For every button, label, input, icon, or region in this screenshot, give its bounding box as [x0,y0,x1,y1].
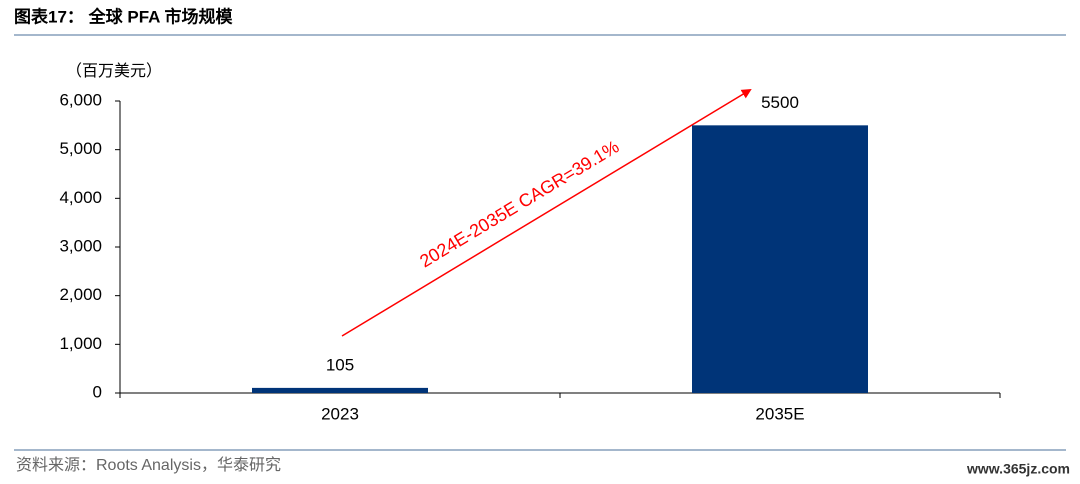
y-tick-label: 0 [93,382,102,401]
chart-title: 图表17： 全球 PFA 市场规模 [14,6,234,26]
y-tick-label: 4,000 [59,188,102,207]
annotation: 2024E-2035E CAGR=39.1% [416,136,622,271]
data-label: 105 [326,355,354,374]
y-axis-label: （百万美元） [66,62,162,80]
bar [692,125,868,393]
source: 资料来源：Roots Analysis，华泰研究 [16,456,281,474]
x-tick-label: 2023 [321,404,359,423]
x-tick-label: 2035E [755,404,804,423]
cagr-arrow [341,88,752,337]
y-tick-label: 3,000 [59,236,102,255]
y-tick-label: 5,000 [59,139,102,158]
y-tick-label: 6,000 [59,90,102,109]
watermark: www.365jz.com [966,461,1070,477]
data-label: 5500 [761,93,799,112]
y-tick-label: 1,000 [59,334,102,353]
y-tick-label: 2,000 [59,285,102,304]
bar [252,387,428,393]
